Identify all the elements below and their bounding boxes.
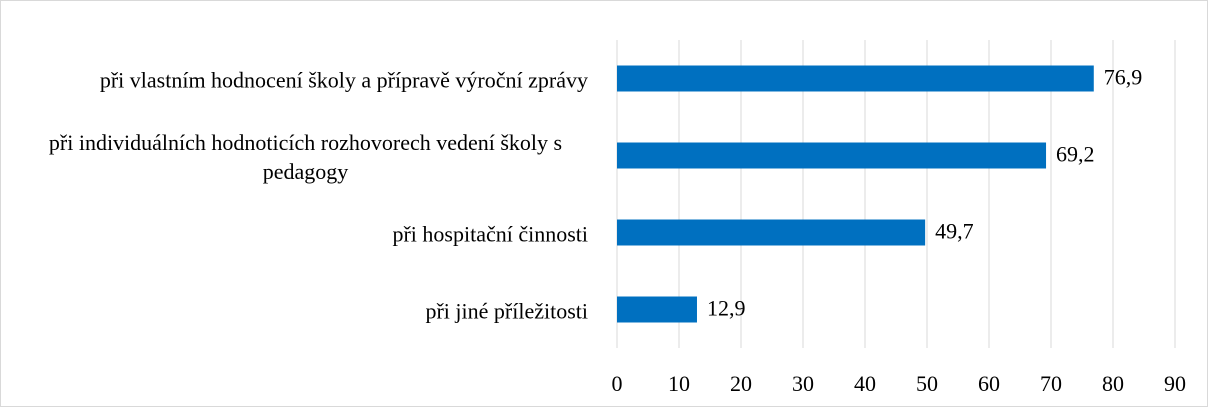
data-label: 49,7 xyxy=(935,219,974,244)
bar xyxy=(617,142,1047,169)
x-tick-label: 80 xyxy=(1102,371,1124,396)
y-tick-label: při jiné příležitosti xyxy=(425,298,588,323)
y-tick-label: při hospitační činnosti xyxy=(392,221,588,246)
y-tick-label: při individuálních hodnoticích rozhovore… xyxy=(48,129,563,184)
x-tick-label: 60 xyxy=(978,371,1000,396)
x-tick-label: 70 xyxy=(1040,371,1062,396)
bar xyxy=(617,65,1094,92)
data-label: 76,9 xyxy=(1104,65,1143,90)
bar xyxy=(617,219,926,246)
x-tick-label: 10 xyxy=(668,371,690,396)
x-tick-label: 30 xyxy=(792,371,814,396)
y-tick-label: při vlastním hodnocení školy a přípravě … xyxy=(99,67,588,92)
x-tick-label: 90 xyxy=(1164,371,1186,396)
data-label: 69,2 xyxy=(1056,142,1095,167)
x-tick-label: 0 xyxy=(612,371,623,396)
x-tick-label: 20 xyxy=(730,371,752,396)
data-label: 12,9 xyxy=(707,296,746,321)
bar xyxy=(617,296,697,323)
x-tick-label: 40 xyxy=(854,371,876,396)
x-tick-label: 50 xyxy=(916,371,938,396)
